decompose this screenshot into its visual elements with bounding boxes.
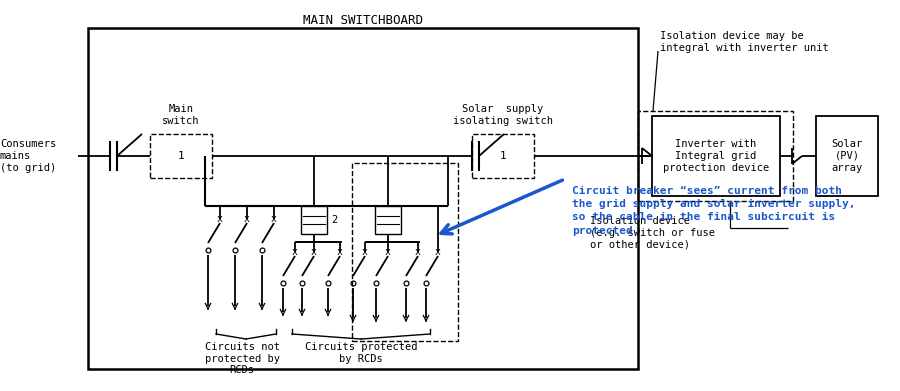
Text: x: x [435, 247, 441, 257]
Bar [88, 28, 638, 369]
Text: Consumers
mains
(to grid): Consumers mains (to grid) [0, 140, 56, 172]
Text: x: x [292, 247, 298, 257]
Bar [638, 111, 793, 201]
Bar [301, 206, 327, 234]
Bar [150, 134, 212, 178]
Text: x: x [338, 247, 343, 257]
Text: Circuits protected
by RCDs: Circuits protected by RCDs [305, 342, 418, 364]
Text: Isolation device may be
integral with inverter unit: Isolation device may be integral with in… [660, 31, 829, 53]
Text: x: x [244, 214, 250, 224]
Text: Circuits not
protected by
RCDs: Circuits not protected by RCDs [204, 342, 280, 375]
Text: x: x [311, 247, 317, 257]
Text: MAIN SWITCHBOARD: MAIN SWITCHBOARD [303, 14, 423, 27]
Text: 2: 2 [331, 215, 338, 225]
Text: Circuit breaker “sees” current from both
the grid supply and solar inverter supp: Circuit breaker “sees” current from both… [572, 186, 856, 236]
Text: x: x [362, 247, 368, 257]
Text: Main
switch: Main switch [162, 104, 200, 126]
Bar [472, 134, 534, 178]
Text: x: x [385, 247, 391, 257]
Text: Inverter with
Integral grid
protection device: Inverter with Integral grid protection d… [663, 140, 770, 172]
Text: Solar  supply
isolating switch: Solar supply isolating switch [453, 104, 553, 126]
Text: x: x [415, 247, 421, 257]
Bar [816, 116, 878, 196]
Text: 1: 1 [177, 151, 184, 161]
Text: x: x [271, 214, 277, 224]
Text: 1: 1 [500, 151, 507, 161]
Bar [652, 116, 780, 196]
Bar [352, 163, 458, 341]
Text: Isolation device
(e.g. switch or fuse
or other device): Isolation device (e.g. switch or fuse or… [590, 216, 715, 249]
Bar [375, 206, 401, 234]
Text: Solar
(PV)
array: Solar (PV) array [832, 140, 862, 172]
Text: x: x [217, 214, 223, 224]
